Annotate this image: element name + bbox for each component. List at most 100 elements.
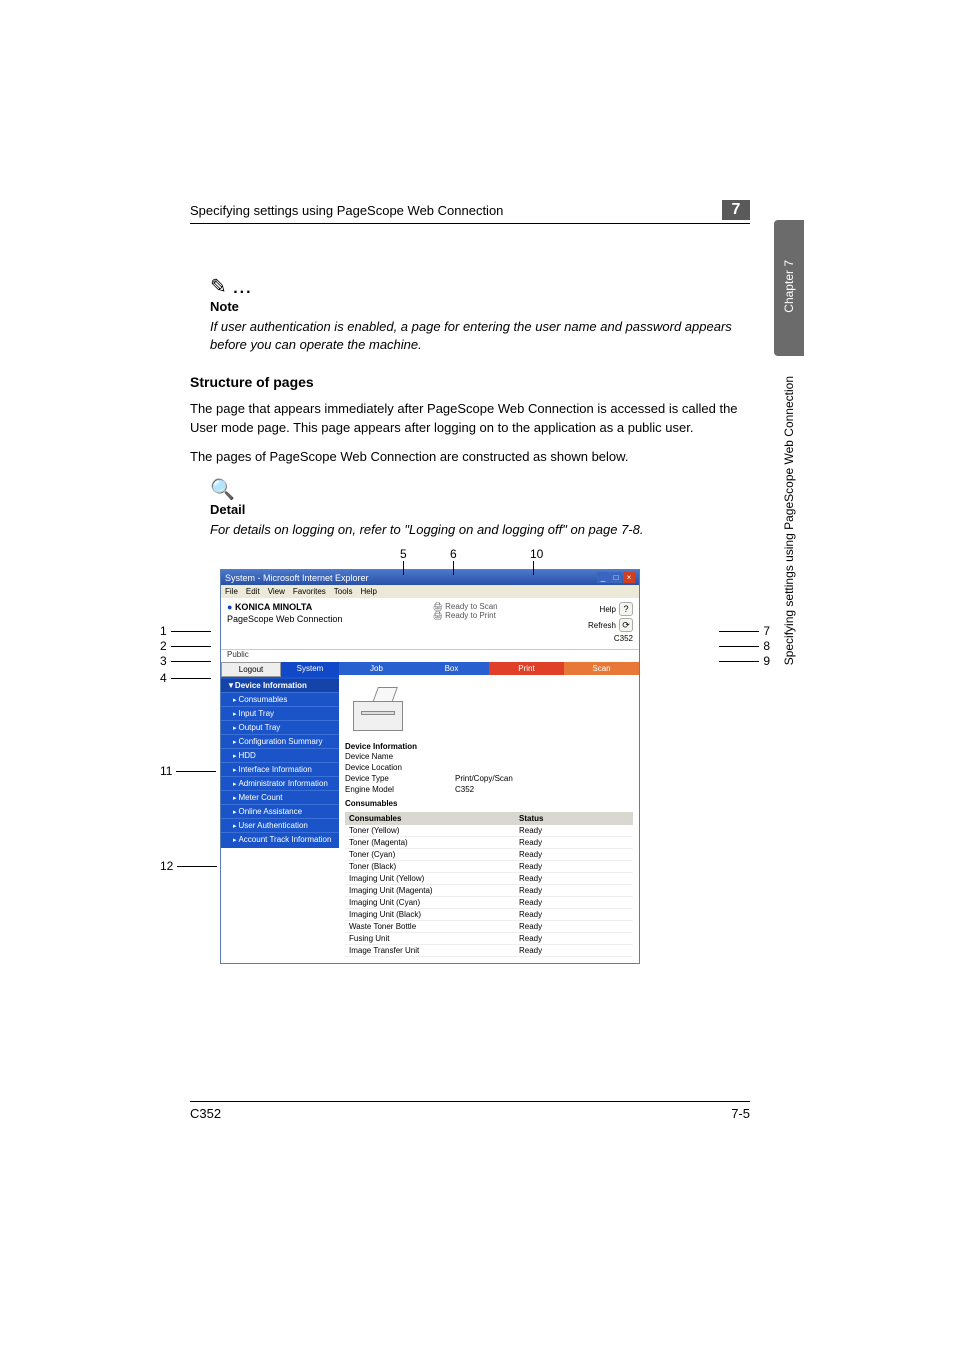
figure: 5610 12341112 789 System - Microsoft Int… bbox=[220, 569, 710, 964]
tab-system[interactable]: System bbox=[281, 662, 339, 677]
device-info-row: Device Location bbox=[345, 762, 633, 773]
menu-view[interactable]: View bbox=[268, 587, 285, 596]
consumable-status: Ready bbox=[519, 934, 629, 943]
consumable-row: Image Transfer UnitReady bbox=[345, 945, 633, 957]
device-info-key: Device Name bbox=[345, 752, 455, 761]
tab-box[interactable]: Box bbox=[414, 662, 489, 675]
close-icon[interactable]: × bbox=[623, 572, 635, 583]
menu-tools[interactable]: Tools bbox=[334, 587, 353, 596]
brand-logo: KONICA MINOLTA bbox=[227, 602, 342, 612]
callout-4: 4 bbox=[160, 671, 211, 685]
page-sidebar: Chapter 7 Specifying settings using Page… bbox=[774, 220, 804, 670]
user-mode-label: Public bbox=[221, 650, 639, 662]
consumable-status: Ready bbox=[519, 826, 629, 835]
consumable-status: Ready bbox=[519, 946, 629, 955]
nav-item[interactable]: HDD bbox=[221, 748, 339, 762]
chapter-tab-label: Chapter 7 bbox=[782, 260, 796, 313]
note-text: If user authentication is enabled, a pag… bbox=[210, 318, 750, 354]
nav-item[interactable]: User Authentication bbox=[221, 818, 339, 832]
paragraph-1: The page that appears immediately after … bbox=[190, 400, 750, 438]
device-info-row: Device TypePrint/Copy/Scan bbox=[345, 773, 633, 784]
nav-header[interactable]: ▼Device Information bbox=[221, 679, 339, 692]
consumables-col-name: Consumables bbox=[349, 814, 519, 823]
nav-item[interactable]: Consumables bbox=[221, 692, 339, 706]
consumable-status: Ready bbox=[519, 874, 629, 883]
consumable-row: Imaging Unit (Cyan)Ready bbox=[345, 897, 633, 909]
nav-item[interactable]: Input Tray bbox=[221, 706, 339, 720]
nav-item[interactable]: Meter Count bbox=[221, 790, 339, 804]
consumable-row: Imaging Unit (Yellow)Ready bbox=[345, 873, 633, 885]
callout-2: 2 bbox=[160, 639, 211, 653]
consumable-status: Ready bbox=[519, 910, 629, 919]
consumable-name: Imaging Unit (Yellow) bbox=[349, 874, 519, 883]
menu-edit[interactable]: Edit bbox=[246, 587, 260, 596]
consumable-name: Toner (Magenta) bbox=[349, 838, 519, 847]
tab-print[interactable]: Print bbox=[489, 662, 564, 675]
refresh-icon[interactable]: ⟳ bbox=[619, 618, 633, 632]
menu-help[interactable]: Help bbox=[360, 587, 376, 596]
note-dots-icon: ... bbox=[227, 280, 253, 297]
consumable-status: Ready bbox=[519, 850, 629, 859]
nav-item[interactable]: Output Tray bbox=[221, 720, 339, 734]
window-buttons: _□× bbox=[596, 572, 635, 583]
model-label: C352 bbox=[588, 634, 633, 643]
callout-5: 5 bbox=[400, 547, 407, 561]
nav-item[interactable]: Configuration Summary bbox=[221, 734, 339, 748]
help-link[interactable]: Help bbox=[600, 605, 616, 614]
browser-menubar: File Edit View Favorites Tools Help bbox=[221, 585, 639, 598]
nav-item[interactable]: Administrator Information bbox=[221, 776, 339, 790]
callout-9: 9 bbox=[719, 654, 770, 668]
consumable-row: Toner (Magenta)Ready bbox=[345, 837, 633, 849]
consumable-name: Waste Toner Bottle bbox=[349, 922, 519, 931]
running-head: Specifying settings using PageScope Web … bbox=[190, 200, 750, 224]
refresh-link[interactable]: Refresh bbox=[588, 621, 616, 630]
nav-item[interactable]: Online Assistance bbox=[221, 804, 339, 818]
consumable-status: Ready bbox=[519, 898, 629, 907]
device-info-row: Engine ModelC352 bbox=[345, 784, 633, 795]
consumable-row: Waste Toner BottleReady bbox=[345, 921, 633, 933]
note-icon: ✎ bbox=[210, 276, 227, 298]
callout-6: 6 bbox=[450, 547, 457, 561]
browser-window: System - Microsoft Internet Explorer _□×… bbox=[220, 569, 640, 964]
consumable-row: Imaging Unit (Magenta)Ready bbox=[345, 885, 633, 897]
menu-favorites[interactable]: Favorites bbox=[293, 587, 326, 596]
callout-12: 12 bbox=[160, 859, 217, 873]
consumable-row: Fusing UnitReady bbox=[345, 933, 633, 945]
menu-file[interactable]: File bbox=[225, 587, 238, 596]
logout-button[interactable]: Logout bbox=[221, 662, 281, 677]
consumable-row: Toner (Black)Ready bbox=[345, 861, 633, 873]
maximize-icon[interactable]: □ bbox=[610, 572, 622, 583]
running-head-title: Specifying settings using PageScope Web … bbox=[190, 203, 503, 218]
brand-subtitle: PageScope Web Connection bbox=[227, 614, 342, 624]
device-info-value: C352 bbox=[455, 785, 633, 794]
device-info-value bbox=[455, 752, 633, 761]
callout-8: 8 bbox=[719, 639, 770, 653]
nav-item[interactable]: Account Track Information bbox=[221, 832, 339, 846]
consumable-row: Toner (Cyan)Ready bbox=[345, 849, 633, 861]
brand-row: KONICA MINOLTA PageScope Web Connection … bbox=[221, 598, 639, 650]
callout-1: 1 bbox=[160, 624, 211, 638]
callout-3: 3 bbox=[160, 654, 211, 668]
consumable-status: Ready bbox=[519, 922, 629, 931]
consumables-heading: Consumables bbox=[345, 799, 633, 808]
consumables-col-status: Status bbox=[519, 814, 629, 823]
consumable-row: Toner (Yellow)Ready bbox=[345, 825, 633, 837]
detail-label: Detail bbox=[210, 502, 750, 517]
consumable-status: Ready bbox=[519, 862, 629, 871]
content-panel: Device Information Device NameDevice Loc… bbox=[339, 675, 639, 963]
device-info-value: Print/Copy/Scan bbox=[455, 774, 633, 783]
consumable-name: Imaging Unit (Cyan) bbox=[349, 898, 519, 907]
help-icon[interactable]: ? bbox=[619, 602, 633, 616]
footer-left: C352 bbox=[190, 1106, 221, 1121]
tab-job[interactable]: Job bbox=[339, 662, 414, 675]
consumables-header-row: Consumables Status bbox=[345, 812, 633, 825]
consumable-name: Toner (Black) bbox=[349, 862, 519, 871]
consumable-status: Ready bbox=[519, 886, 629, 895]
consumable-row: Imaging Unit (Black)Ready bbox=[345, 909, 633, 921]
detail-text: For details on logging on, refer to "Log… bbox=[210, 521, 750, 539]
nav-item[interactable]: Interface Information bbox=[221, 762, 339, 776]
minimize-icon[interactable]: _ bbox=[597, 572, 609, 583]
note-label: Note bbox=[210, 299, 750, 314]
consumable-name: Imaging Unit (Black) bbox=[349, 910, 519, 919]
tab-scan[interactable]: Scan bbox=[564, 662, 639, 675]
